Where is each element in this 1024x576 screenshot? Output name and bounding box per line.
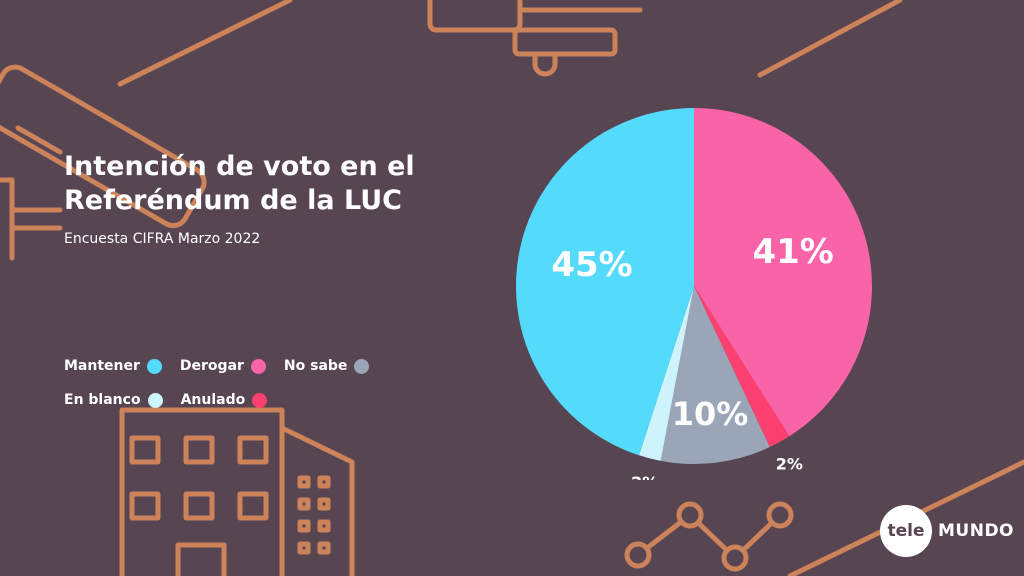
accent-line [757,0,903,78]
pie-label-derogar: 41% [752,232,833,272]
title-line: Intención de voto en el [64,151,415,182]
legend-item-en-blanco: En blanco [64,392,163,408]
legend-label: Derogar [179,358,244,374]
pie-slice-en-blanco [638,286,694,461]
pie-slice-no-sabe [660,286,770,465]
pie-label-en-blanco: 2% [631,473,658,480]
pie-label-mantener: 45% [551,245,632,285]
building-icon [119,407,355,576]
legend-row: En blanco Anulado [64,392,285,408]
pie-label-no-sabe: 10% [672,395,749,433]
legend-label: Mantener [64,358,140,374]
legend-swatch [146,358,162,374]
pie-chart: 41% 2% 10% 2% 45% [516,108,872,480]
telemundo-logo: tele MUNDO [880,505,1014,557]
legend-item-mantener: Mantener [64,358,162,374]
chart-subtitle: Encuesta CIFRA Marzo 2022 [64,231,261,247]
legend-item-anulado: Anulado [181,392,268,408]
legend-label: En blanco [64,392,141,408]
legend-item-derogar: Derogar [180,358,266,374]
pie-slice-derogar [694,108,872,437]
pie-label-anulado: 2% [776,455,803,474]
legend-item-no-sabe: No sabe [284,358,370,374]
legend-row: Mantener Derogar No sabe [64,358,387,374]
pie-slice-anulado [694,286,790,448]
logo-text: MUNDO [938,521,1015,541]
legend-swatch [147,392,163,408]
legend-label: No sabe [283,358,348,374]
pie-slice-mantener [516,108,694,456]
chart-title: Intención de voto en el Referéndum de la… [64,150,484,218]
legend-swatch [354,358,370,374]
logo-badge: tele [880,505,932,557]
legend-label: Anulado [180,392,246,408]
security-camera-icon [0,0,293,261]
camera-mount-icon [427,0,643,77]
legend-swatch [250,358,266,374]
legend-swatch [252,392,268,408]
title-line: Referéndum de la LUC [64,185,402,216]
line-graph-icon [624,501,794,572]
